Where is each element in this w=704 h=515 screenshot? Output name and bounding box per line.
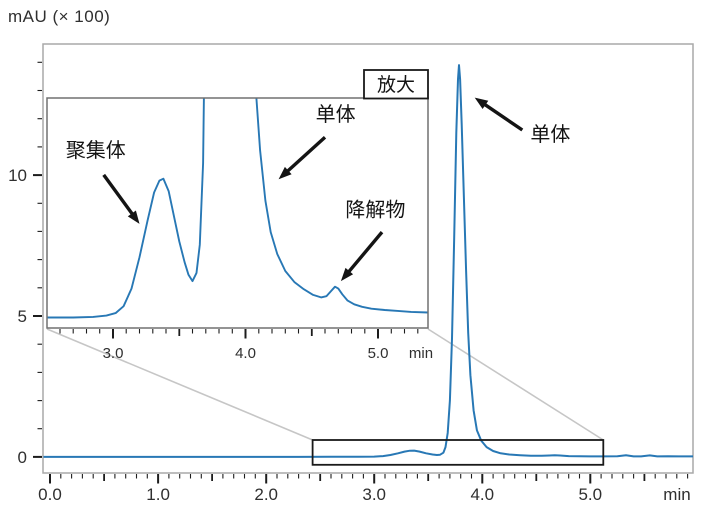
inset-background [47,98,428,328]
y-tick-label: 5 [18,307,27,326]
inset-trace [47,98,428,319]
x-tick-label: 4.0 [470,485,494,504]
inset-border [46,97,429,329]
annotation-label-degradant: 降解物 [345,199,405,222]
main-plot-border [42,43,694,474]
inset-x-axis-labels: 3.0 4.0 5.0 min [103,345,434,362]
inset-x-axis-unit-label: min [409,345,433,362]
inset-x-tick-label: 4.0 [235,345,256,362]
inset-annotation-aggregate: 聚集体 [66,139,140,224]
y-tick-label: 0 [18,448,27,467]
zoom-tag-box [363,69,429,100]
x-tick-label: 0.0 [38,485,62,504]
main-trace [43,64,693,458]
x-tick-label: 2.0 [254,485,278,504]
inset-annotation-degradant: 降解物 [340,199,405,282]
inset-x-tick-label: 3.0 [103,345,124,362]
annotation-arrow-aggregate [102,173,140,224]
annotation-label-main-monomer: 单体 [530,123,570,146]
inset-annotation-monomer: 单体 [278,103,356,180]
x-tick-label: 1.0 [146,485,170,504]
annotation-label-aggregate: 聚集体 [66,139,126,162]
inset-x-tick-label: 5.0 [368,345,389,362]
annotation-label-monomer: 单体 [316,103,356,126]
annotation-arrow-monomer [278,136,327,180]
y-tick-label: 10 [8,166,27,185]
x-axis-unit-label: min [663,485,690,504]
y-axis-unit-label: mAU (× 100) [8,7,111,26]
x-tick-label: 3.0 [362,485,386,504]
x-tick-label: 5.0 [578,485,602,504]
zoom-region-rect [311,439,605,466]
zoom-connector-lines [46,328,604,441]
main-x-axis-ticks [49,474,689,484]
zoom-tag-label: 放大 [377,74,415,96]
inset-zoom-tag: 放大 [363,69,429,100]
annotation-arrow-main-monomer [474,97,524,132]
main-annotation-monomer: 单体 [474,97,570,146]
inset-x-axis-ticks [59,329,419,339]
annotation-arrow-degradant [340,231,384,282]
main-x-axis-labels: 0.0 1.0 2.0 3.0 4.0 5.0 min [38,485,691,504]
main-y-axis-ticks [33,61,42,458]
main-y-axis-labels: 0 5 10 [8,166,27,467]
